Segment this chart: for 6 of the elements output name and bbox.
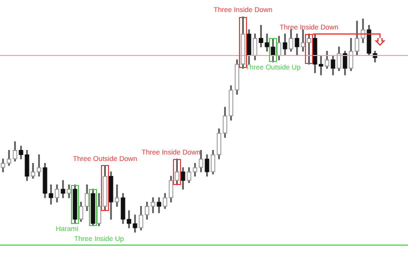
candlestick <box>36 154 42 177</box>
candlestick <box>114 184 120 207</box>
candlestick <box>258 25 264 48</box>
candlestick <box>48 184 54 205</box>
candlestick <box>300 29 306 52</box>
candlestick <box>132 214 138 233</box>
